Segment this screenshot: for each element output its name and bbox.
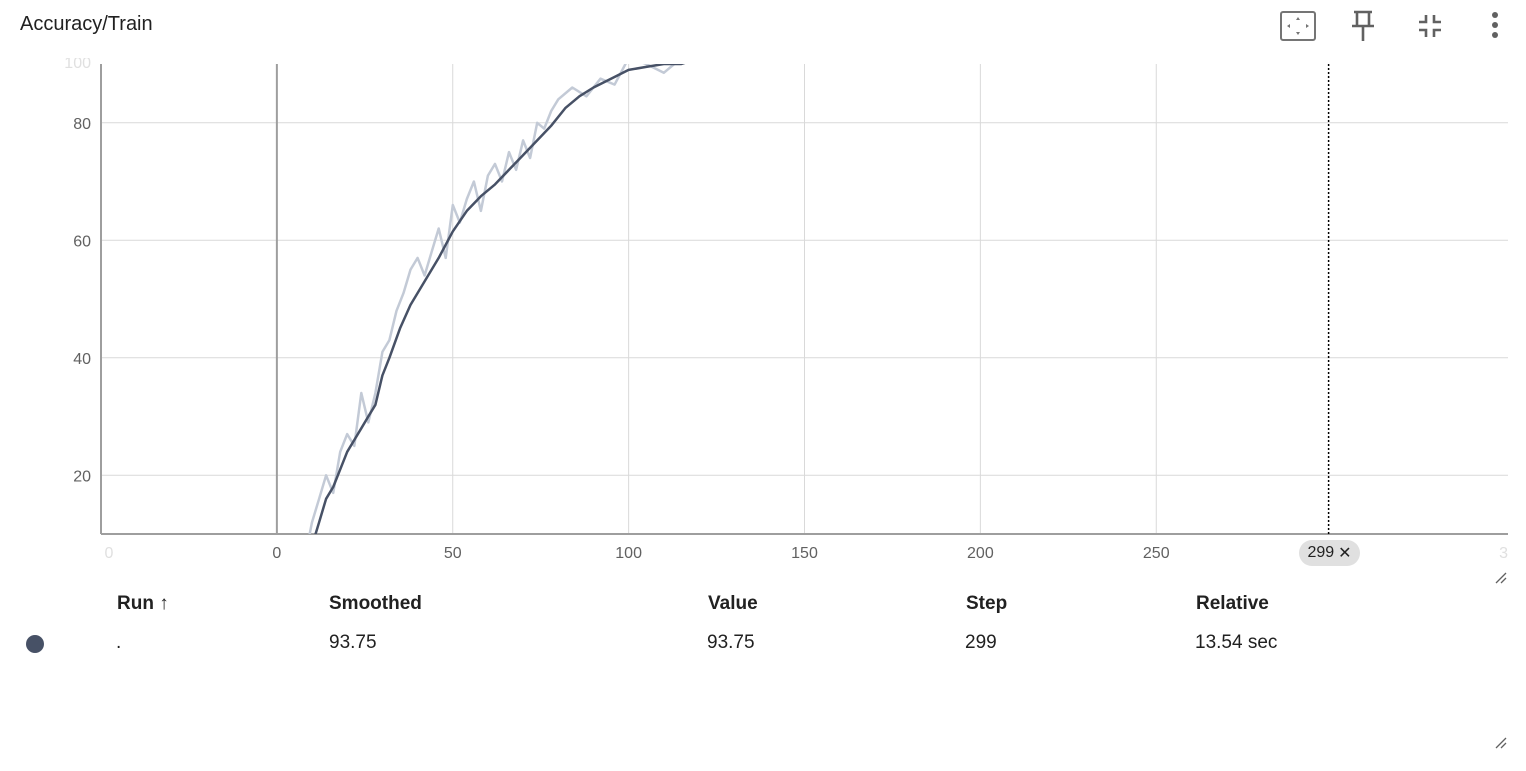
fit-domain-button[interactable] [1280,8,1316,44]
more-options-button[interactable] [1477,8,1513,44]
more-vert-icon [1492,12,1498,38]
fit-to-data-icon [1280,11,1316,41]
chart-title: Accuracy/Train [20,13,153,35]
y-tick-label-faint: 100 [64,58,91,72]
collapse-button[interactable] [1412,8,1448,44]
cell-relative: 13.54 sec [1195,632,1278,653]
x-tick-label: 250 [1143,545,1170,562]
header-value[interactable]: Value [708,593,758,614]
raw-series-line [308,64,677,534]
x-tick-label-faint: 0 [105,545,114,562]
resize-handle-icon[interactable] [1495,737,1507,749]
pin-button[interactable] [1345,8,1381,44]
cell-run: . [116,632,122,653]
y-tick-label: 60 [73,233,91,250]
x-tick-label: 200 [967,545,994,562]
collapse-icon [1419,15,1441,37]
cell-value: 93.75 [707,632,755,653]
header-smoothed[interactable]: Smoothed [329,593,422,614]
header-relative[interactable]: Relative [1196,593,1269,614]
cursor-step-label: 299 [1307,544,1335,561]
close-icon[interactable]: ✕ [1338,545,1352,562]
run-color-dot [26,635,44,653]
cell-smoothed: 93.75 [329,632,377,653]
x-tick-label: 50 [444,545,462,562]
header-step[interactable]: Step [966,593,1008,614]
y-tick-label: 40 [73,351,91,368]
pin-icon [1352,10,1374,41]
smoothed-series-line [314,64,686,534]
resize-handle-icon[interactable] [1495,572,1507,584]
cell-step: 299 [965,632,997,653]
y-tick-label: 20 [73,468,91,485]
cursor-step-chip[interactable]: 299 ✕ [1299,540,1360,566]
header-run[interactable]: Run ↑ [117,593,169,614]
x-tick-label: 0 [272,545,281,562]
x-tick-label-faint: 3 [1499,545,1508,562]
x-tick-label: 100 [615,545,642,562]
y-tick-label: 80 [73,116,91,133]
line-chart[interactable]: 20 40 60 80 0 50 100 150 200 250 0 3 100 [0,58,1526,568]
x-tick-label: 150 [791,545,818,562]
